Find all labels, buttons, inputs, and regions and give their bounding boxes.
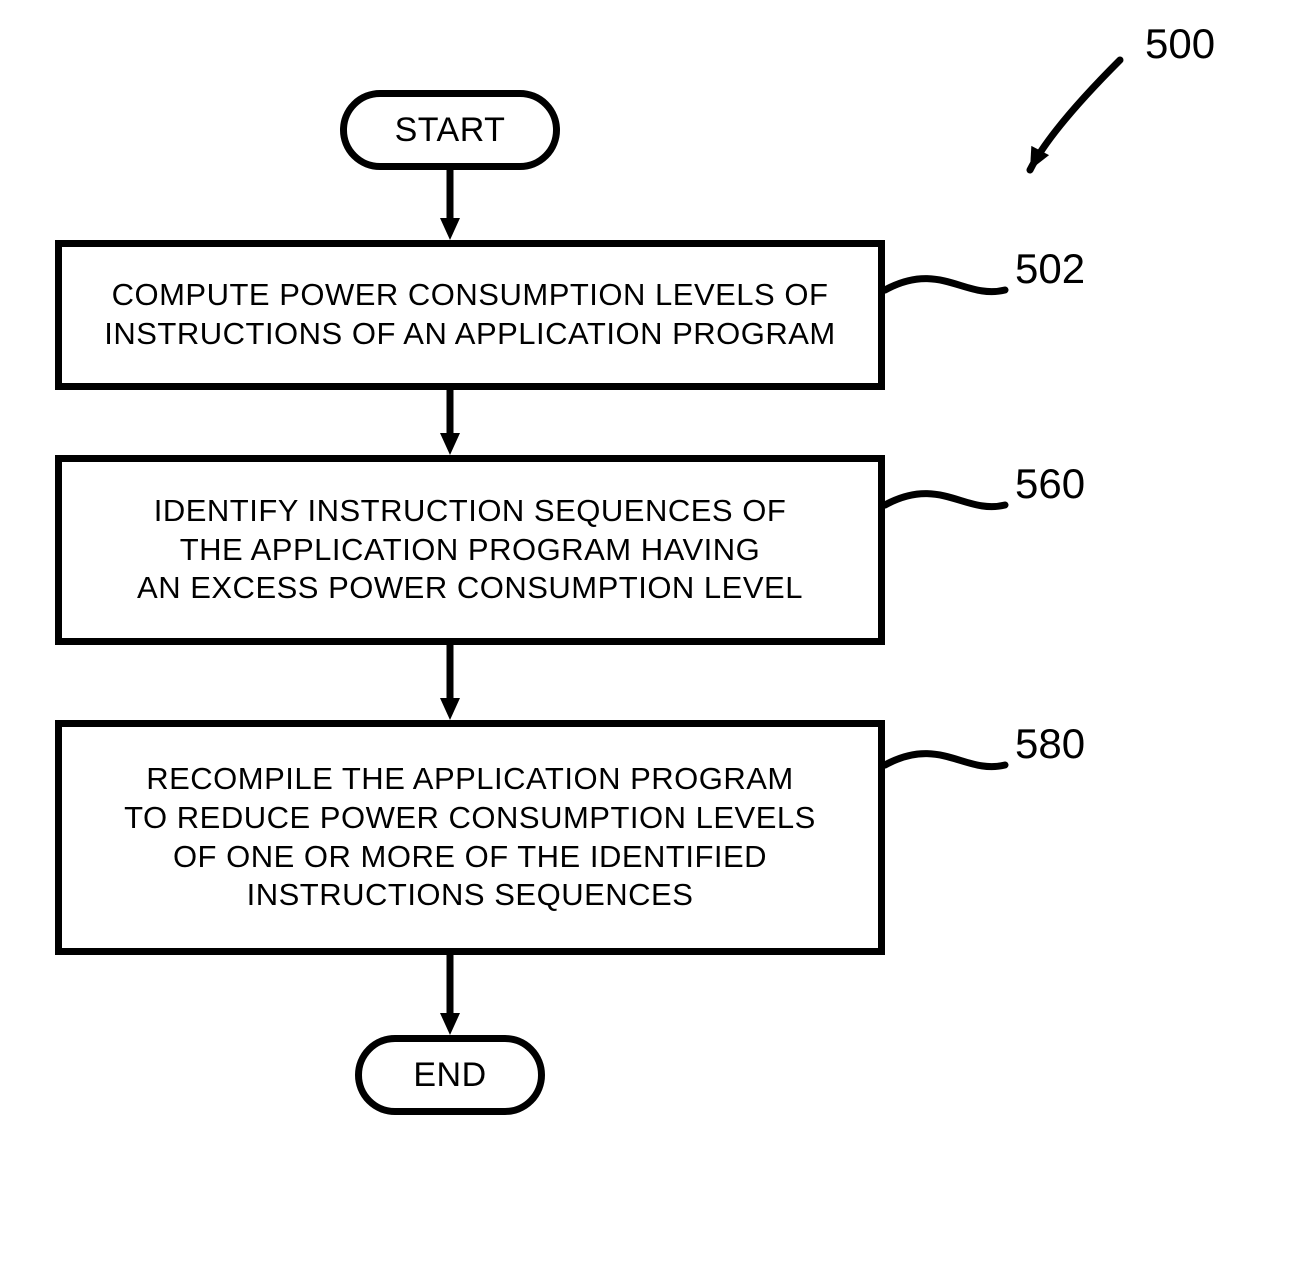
process-560-text: IDENTIFY INSTRUCTION SEQUENCES OFTHE APP… bbox=[137, 492, 803, 608]
flowchart-canvas: START COMPUTE POWER CONSUMPTION LEVELS O… bbox=[0, 0, 1314, 1271]
ref-560-text: 560 bbox=[1015, 460, 1085, 507]
end-text: END bbox=[413, 1054, 486, 1097]
process-502-text: COMPUTE POWER CONSUMPTION LEVELS OFINSTR… bbox=[104, 276, 836, 354]
ref-label-502: 502 bbox=[1015, 245, 1085, 293]
ref-500-text: 500 bbox=[1145, 20, 1215, 67]
process-580: RECOMPILE THE APPLICATION PROGRAMTO REDU… bbox=[55, 720, 885, 955]
process-502: COMPUTE POWER CONSUMPTION LEVELS OFINSTR… bbox=[55, 240, 885, 390]
start-terminal: START bbox=[340, 90, 560, 170]
ref-label-580: 580 bbox=[1015, 720, 1085, 768]
end-terminal: END bbox=[355, 1035, 545, 1115]
process-580-text: RECOMPILE THE APPLICATION PROGRAMTO REDU… bbox=[124, 760, 816, 915]
ref-580-text: 580 bbox=[1015, 720, 1085, 767]
ref-502-text: 502 bbox=[1015, 245, 1085, 292]
process-560: IDENTIFY INSTRUCTION SEQUENCES OFTHE APP… bbox=[55, 455, 885, 645]
ref-label-500: 500 bbox=[1145, 20, 1215, 68]
ref-label-560: 560 bbox=[1015, 460, 1085, 508]
start-text: START bbox=[395, 109, 506, 152]
